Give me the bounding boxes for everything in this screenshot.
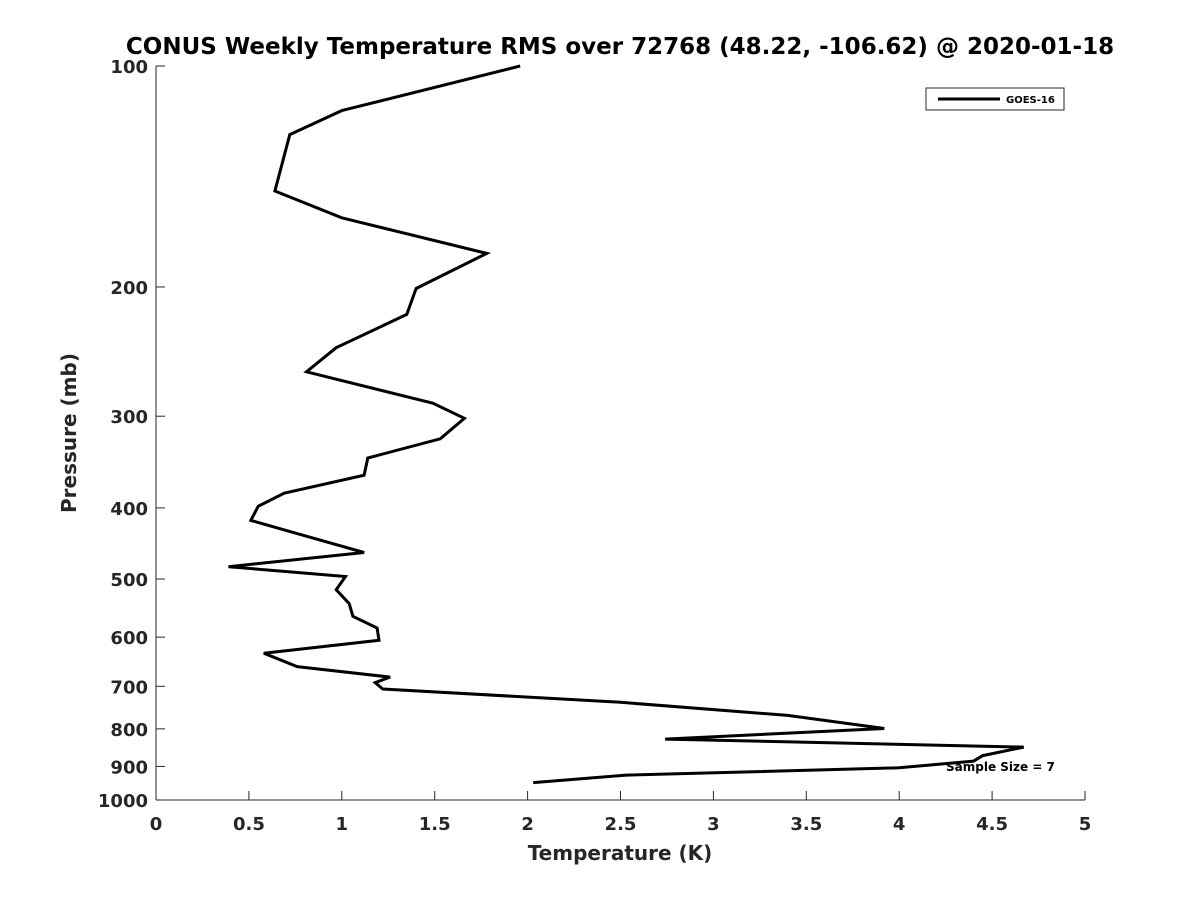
x-tick-label: 1 — [336, 814, 349, 835]
x-tick-label: 0.5 — [233, 814, 265, 835]
y-tick-label: 100 — [110, 57, 148, 78]
x-tick-label: 2.5 — [605, 814, 637, 835]
x-tick-label: 0 — [150, 814, 163, 835]
y-tick-label: 700 — [110, 677, 148, 698]
sample-size-annotation: Sample Size = 7 — [946, 760, 1055, 774]
y-tick-label: 300 — [110, 407, 148, 428]
x-axis-label: Temperature (K) — [528, 841, 713, 865]
series-line-goes-16 — [228, 64, 1025, 785]
x-tick-label: 4 — [893, 814, 906, 835]
y-tick-label: 900 — [110, 757, 148, 778]
chart-title: CONUS Weekly Temperature RMS over 72768 … — [126, 34, 1114, 60]
x-tick-label: 3.5 — [790, 814, 822, 835]
y-axis-label: Pressure (mb) — [57, 353, 81, 513]
legend: GOES-16 — [925, 87, 1065, 111]
y-tick-label: 400 — [110, 499, 148, 520]
x-tick-label: 1.5 — [419, 814, 451, 835]
y-tick-label: 1000 — [98, 791, 148, 812]
legend-label-goes-16: GOES-16 — [1006, 95, 1055, 106]
y-tick-label: 800 — [110, 720, 148, 741]
x-tick-label: 3 — [707, 814, 720, 835]
y-tick-label: 200 — [110, 278, 148, 299]
x-axis-ticks: 0 0.5 1 1.5 2 2.5 3 3.5 4 4.5 5 — [150, 791, 1092, 835]
y-axis-ticks: 100 200 300 400 500 600 700 800 900 1000 — [98, 57, 165, 812]
x-tick-label: 2 — [521, 814, 534, 835]
y-tick-label: 500 — [110, 570, 148, 591]
y-tick-label: 600 — [110, 628, 148, 649]
x-tick-label: 4.5 — [976, 814, 1008, 835]
x-tick-label: 5 — [1079, 814, 1092, 835]
